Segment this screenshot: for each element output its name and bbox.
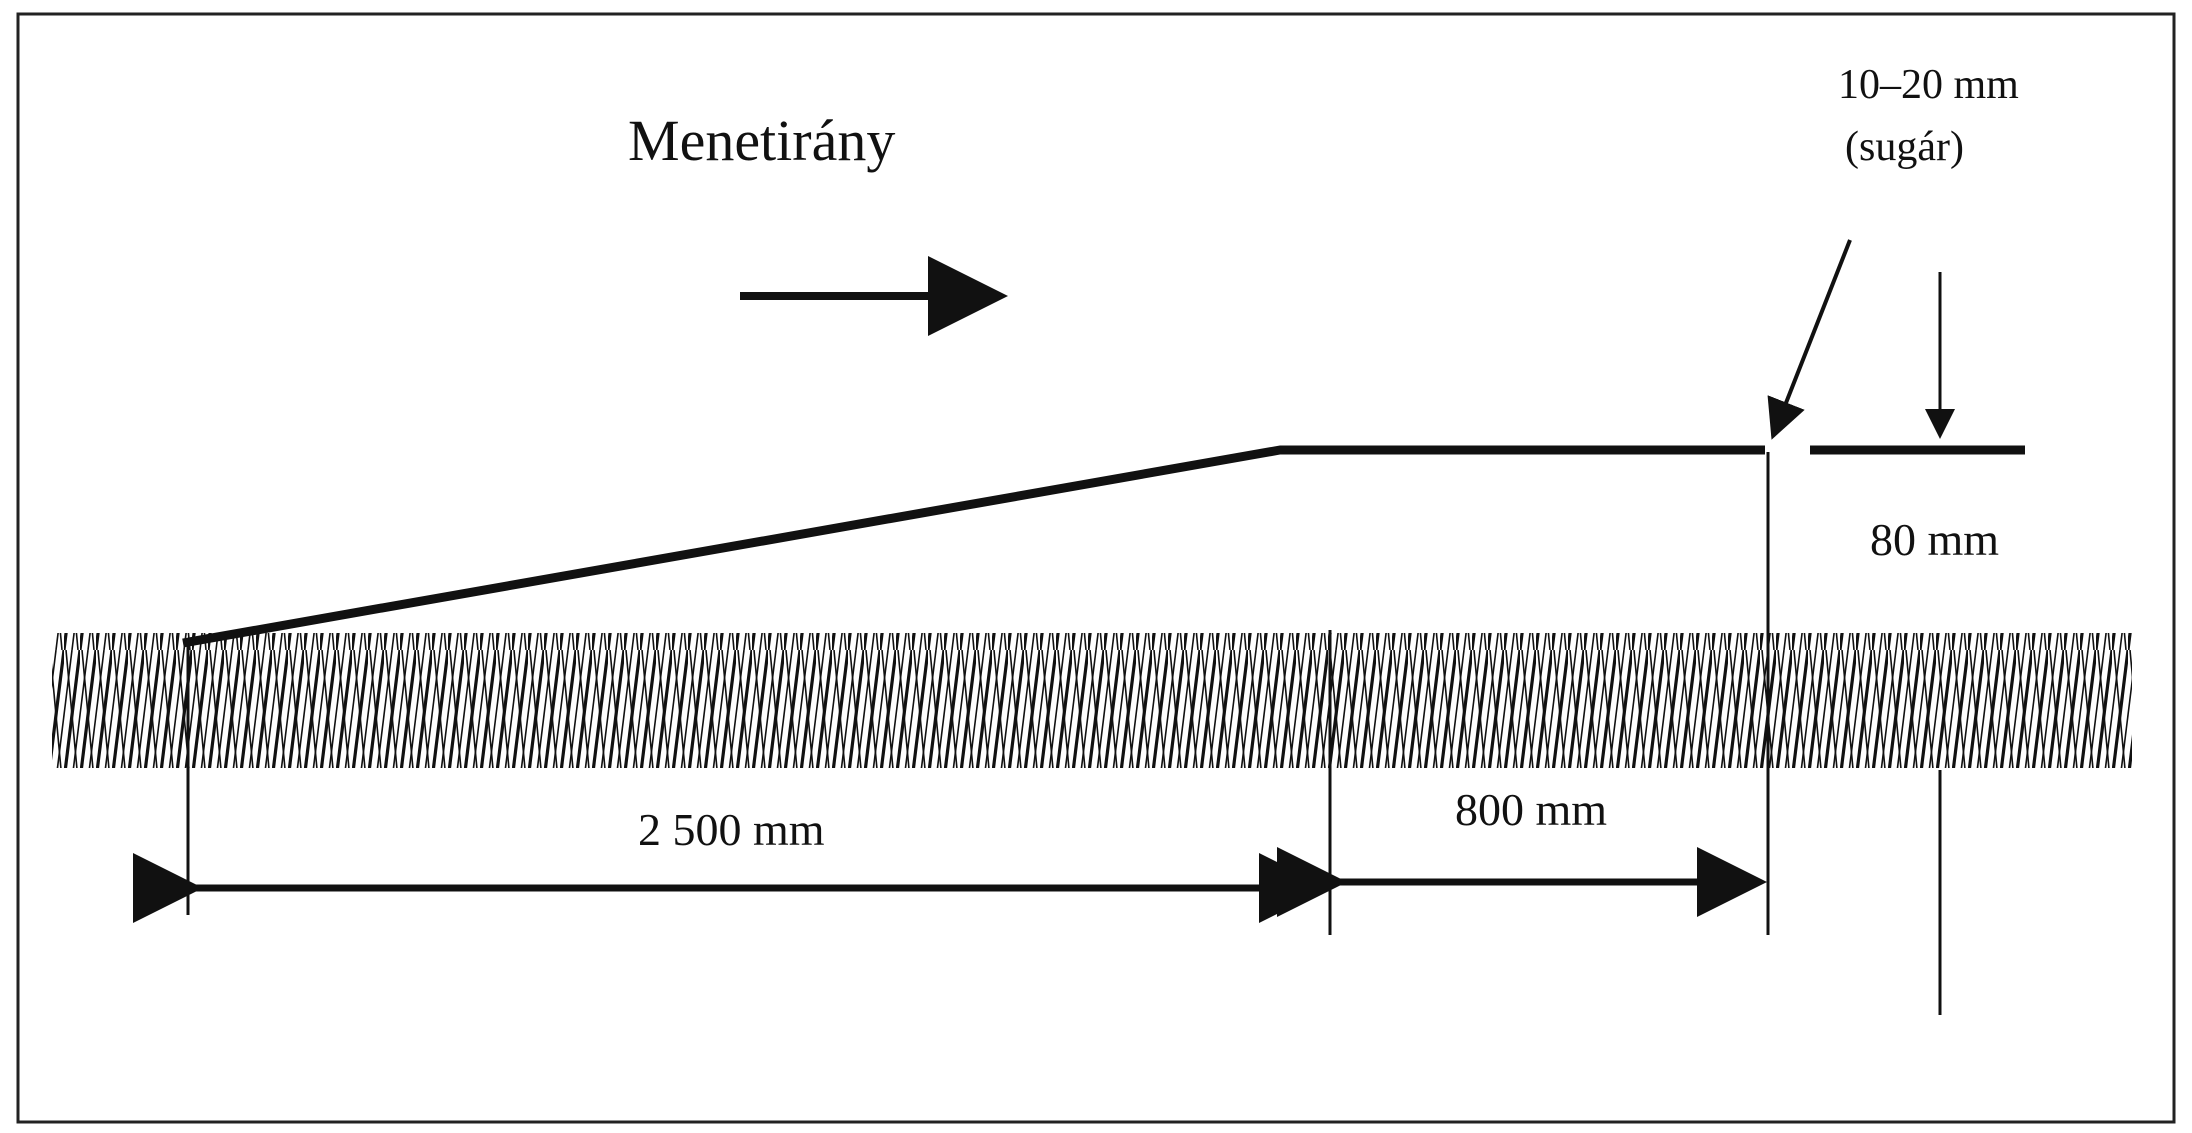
height-label: 80 mm: [1870, 514, 1999, 565]
road-surface-hatch: [52, 633, 2132, 768]
direction-label: Menetirány: [628, 108, 895, 173]
radius-leader-arrow: [1767, 239, 1852, 440]
flat-length-label: 800 mm: [1455, 784, 1607, 835]
diagram-frame: [16, 12, 2176, 1124]
radius-note-label: (sugár): [1845, 124, 1964, 170]
ramp-length-label: 2 500 mm: [638, 804, 825, 855]
radius-value-label: 10–20 mm: [1838, 62, 2019, 108]
bump-profile: [182, 445, 1765, 648]
